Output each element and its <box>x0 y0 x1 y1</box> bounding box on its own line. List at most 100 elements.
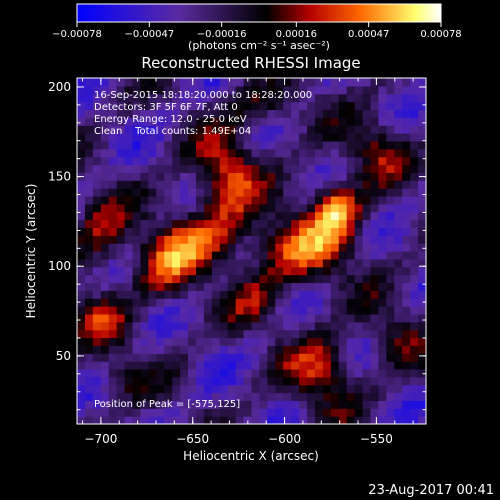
heatmap-cell <box>140 85 149 95</box>
heatmap-cell <box>410 188 419 197</box>
heatmap-cell <box>180 93 189 103</box>
heatmap-cell <box>211 164 221 173</box>
heatmap-cell <box>378 251 387 260</box>
heatmap-cell <box>108 109 118 118</box>
heatmap-cell <box>251 290 261 299</box>
heatmap-cell <box>132 85 142 95</box>
heatmap-cell <box>386 93 395 103</box>
heatmap-cell <box>116 361 126 370</box>
heatmap-cell <box>275 329 284 339</box>
heatmap-cell <box>235 243 245 252</box>
heatmap-cell <box>227 321 237 331</box>
heatmap-cell <box>219 306 229 315</box>
heatmap-cell <box>84 329 94 339</box>
heatmap-cell <box>307 164 316 173</box>
heatmap-cell <box>354 290 364 299</box>
heatmap-cell <box>235 368 245 378</box>
heatmap-cell <box>92 133 102 142</box>
heatmap-cell <box>148 376 157 386</box>
heatmap-cell <box>77 345 86 354</box>
heatmap-cell <box>354 282 364 291</box>
heatmap-cell <box>116 148 126 158</box>
heatmap-cell <box>402 274 411 284</box>
heatmap-cell <box>195 376 205 386</box>
heatmap-cell <box>235 133 245 142</box>
heatmap-cell <box>203 85 213 95</box>
heatmap-cell <box>195 282 205 291</box>
heatmap-cell <box>322 306 332 315</box>
heatmap-cell <box>354 101 364 111</box>
heatmap-cell <box>370 408 380 417</box>
heatmap-cell <box>362 251 372 260</box>
heatmap-cell <box>418 251 426 260</box>
heatmap-cell <box>132 384 142 394</box>
heatmap-cell <box>251 109 261 118</box>
heatmap-cell <box>267 133 276 142</box>
heatmap-cell <box>172 282 181 291</box>
heatmap-cell <box>259 140 268 150</box>
heatmap-cell <box>77 384 86 394</box>
heatmap-cell <box>291 203 300 213</box>
heatmap-cell <box>394 321 403 331</box>
heatmap-cell <box>410 400 419 409</box>
heatmap-cell <box>362 101 372 111</box>
heatmap-cell <box>211 243 221 252</box>
heatmap-cell <box>140 376 149 386</box>
heatmap-cell <box>386 329 395 339</box>
heatmap-cell <box>394 164 403 173</box>
peak-position-label: Position of Peak = [-575,125] <box>94 399 240 410</box>
heatmap-cell <box>370 195 380 205</box>
heatmap-cell <box>291 117 300 126</box>
heatmap-cell <box>338 133 348 142</box>
heatmap-cell <box>394 282 403 291</box>
heatmap-cell <box>188 329 197 339</box>
heatmap-cell <box>402 164 411 173</box>
heatmap-cell <box>338 376 348 386</box>
heatmap-cell <box>180 251 189 260</box>
heatmap-cell <box>124 219 134 229</box>
heatmap-cell <box>116 251 126 260</box>
heatmap-cell <box>346 384 356 394</box>
heatmap-cell <box>164 148 173 158</box>
heatmap-cell <box>211 172 221 181</box>
heatmap-cell <box>180 329 189 339</box>
heatmap-cell <box>386 384 395 394</box>
heatmap-cell <box>100 211 110 221</box>
heatmap-cell <box>402 290 411 299</box>
heatmap-cell <box>314 180 324 189</box>
heatmap-cell <box>188 274 197 284</box>
heatmap-cell <box>156 376 165 386</box>
heatmap-cell <box>307 345 316 354</box>
heatmap-cell <box>418 282 426 291</box>
heatmap-cell <box>275 298 284 307</box>
heatmap-cell <box>84 243 94 252</box>
heatmap-cell <box>402 251 411 260</box>
heatmap-cell <box>418 345 426 354</box>
heatmap-cell <box>410 109 419 118</box>
heatmap-cell <box>203 109 213 118</box>
heatmap-cell <box>84 101 94 111</box>
heatmap-cell <box>307 227 316 236</box>
heatmap-cell <box>188 125 197 134</box>
heatmap-cell <box>259 203 268 213</box>
heatmap-cell <box>370 235 380 244</box>
heatmap-cell <box>219 243 229 252</box>
heatmap-cell <box>180 306 189 315</box>
heatmap-cell <box>330 78 340 87</box>
heatmap-cell <box>100 329 110 339</box>
heatmap-cell <box>267 172 276 181</box>
heatmap-cell <box>148 361 157 370</box>
heatmap-cell <box>386 368 395 378</box>
heatmap-cell <box>195 164 205 173</box>
heatmap-cell <box>195 392 205 402</box>
heatmap-cell <box>307 376 316 386</box>
heatmap-cell <box>402 133 411 142</box>
heatmap-cell <box>386 416 395 424</box>
heatmap-cell <box>354 235 364 244</box>
heatmap-cell <box>283 313 292 323</box>
heatmap-cell <box>195 345 205 354</box>
heatmap-cell <box>203 392 213 402</box>
heatmap-cell <box>211 258 221 268</box>
heatmap-cell <box>354 251 364 260</box>
